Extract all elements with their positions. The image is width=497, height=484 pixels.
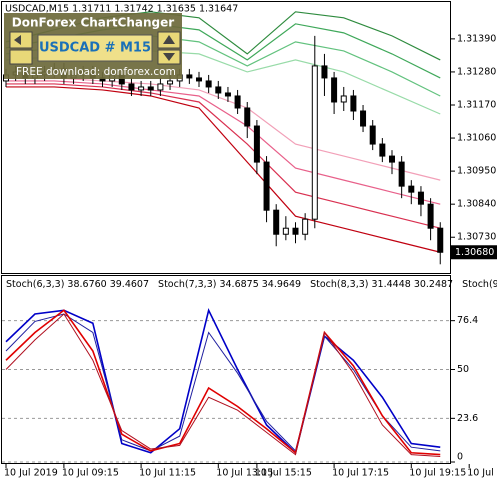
candle-body [408,185,415,193]
candle-body [138,86,145,91]
arrow-icon [163,35,175,44]
x-tick-label: 10 Jul 09:15 [62,468,119,479]
x-tick-label: 10 Jul 11:15 [139,468,196,479]
candle-body [167,80,174,85]
symbol-box[interactable] [37,34,153,62]
stoch-line [5,309,441,456]
arrow-icon [163,53,175,61]
price-marker-label: 1.30680 [455,247,494,258]
stoch-line [5,313,441,457]
ma-line [6,86,441,253]
ma-line [6,83,441,229]
indicator-panel [1,275,451,464]
indicator-header: Stoch(6,3,3) 38.6760 39.4607 Stoch(7,3,3… [6,279,497,290]
main-panel [1,1,451,274]
widget-footer: FREE download: donforex.com [16,66,176,78]
y-tick-label: 1.31280 [457,66,496,77]
ma-line [6,77,441,181]
sub-layer: 76.4 50 23.6 0 [2,307,478,463]
candle-body [311,65,318,220]
x-tick-label: 10 Jul 21:15 [467,468,497,479]
price-marker-box [451,245,497,260]
y-tick-label: 1.31170 [457,99,496,110]
x-tick-label: 10 Jul 2019 [4,468,58,479]
candle-body [196,77,202,82]
y-tick-label: 76.4 [457,315,478,326]
y-tick-label: 0 [457,452,463,463]
widget-title: DonForex ChartChanger [12,16,174,30]
candle-body [224,92,231,97]
candle-body [360,110,367,127]
candle-body [389,155,395,163]
candle-body [234,95,241,109]
candle-body [273,209,280,235]
candle-body [427,203,434,229]
prev-tf-button[interactable] [9,49,33,65]
indicator-label: Stoch(7,3,3) 34.6875 34.9649 [158,279,301,290]
arrow-icon [14,35,21,45]
candle-body [157,83,164,91]
indicator-label: Stoch(8,3,3) 31.4448 30.2487 [310,279,453,290]
candle-body [321,65,328,79]
y-tick-label: 50 [457,364,469,375]
candle-body [186,74,193,79]
y-tick-label: 1.30950 [457,166,496,177]
plot [2,307,450,463]
y-tick-label: 1.31060 [457,133,496,144]
x-tick-label: 10 Jul 13:15 [216,468,273,479]
y-tick-label: 1.30840 [457,199,496,210]
candle-body [128,83,135,91]
stoch-line [5,313,441,452]
candle-body [369,125,376,145]
y-tick-label: 23.6 [457,413,478,424]
candle-body [282,227,289,235]
symbol-label: USDCAD # M15 [39,41,151,56]
y-tick-label: 1.31390 [457,33,496,44]
candle-body [302,218,309,235]
candle-body [263,161,270,211]
x-tick-label: 10 Jul 19:15 [409,468,466,479]
indicator-label: Stoch(9,3,3) 2 [462,279,497,290]
candle-body [205,80,212,88]
y-tick-label: 1.30730 [457,232,496,243]
candle-body [417,191,424,205]
candle-body [398,161,405,187]
candle-body [253,125,260,163]
indicator-label: Stoch(6,3,3) 38.6760 39.4607 [6,279,149,290]
candle-body [379,143,386,157]
x-tick-label: 10 Jul 15:15 [255,468,312,479]
candle-body [331,77,338,103]
candle-body [350,95,357,112]
stoch-line [5,307,441,455]
x-tick-label: 10 Jul 17:15 [332,468,389,479]
candle-body [244,107,251,127]
candle-body [292,227,299,235]
chart-changer-widget: DonForex ChartChanger USDCAD # M15 FREE … [4,13,182,79]
candle-body [147,86,154,91]
candle-body [340,95,347,103]
main-header: USDCAD,M15 1.31711 1.31742 1.31635 1.316… [5,4,238,15]
ma-line [6,80,441,205]
candle-body [215,86,222,94]
candle-body [437,227,444,253]
